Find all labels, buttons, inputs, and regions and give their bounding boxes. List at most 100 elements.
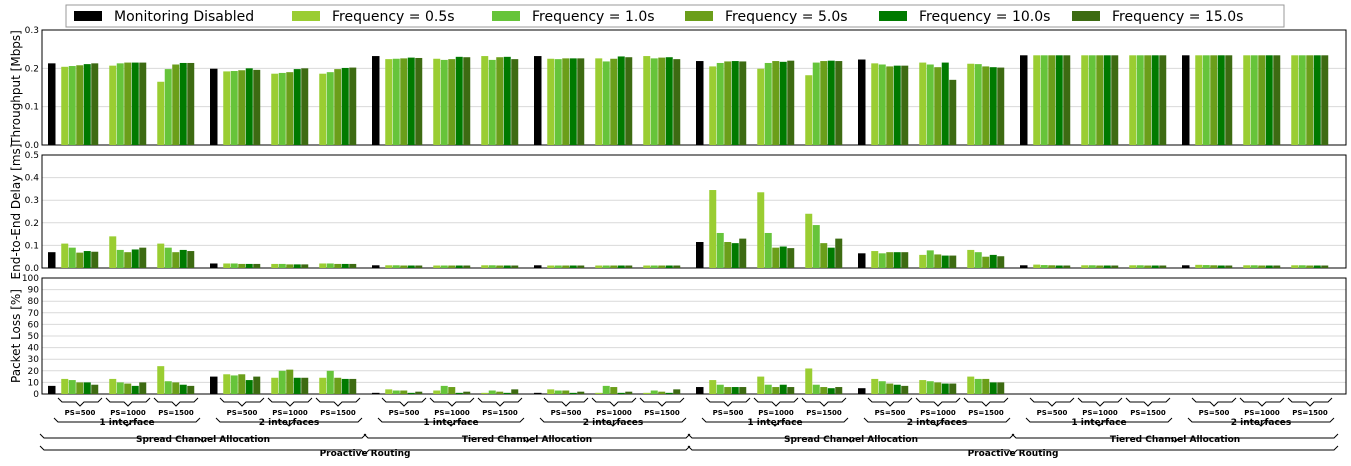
- bar-frequency: [271, 73, 279, 145]
- group-label-ps: PS=1000: [758, 409, 794, 417]
- bar-frequency: [349, 67, 357, 145]
- bar-frequency: [787, 248, 795, 268]
- bar-frequency: [602, 385, 610, 394]
- bar-frequency: [1129, 265, 1137, 268]
- bar-frequency: [172, 64, 180, 145]
- bar-monitoring-disabled: [1182, 55, 1190, 145]
- bar-frequency: [301, 264, 309, 268]
- bar-monitoring-disabled: [858, 388, 866, 394]
- bar-frequency: [1048, 55, 1056, 145]
- bar-frequency: [610, 265, 618, 268]
- bar-frequency: [665, 265, 673, 268]
- bar-frequency: [886, 252, 894, 268]
- bar-frequency: [1313, 265, 1321, 268]
- bar-frequency: [1321, 55, 1329, 145]
- bar-frequency: [286, 369, 294, 394]
- bar-frequency: [901, 65, 909, 145]
- bar-frequency: [1096, 55, 1104, 145]
- brace-interface: [377, 417, 525, 427]
- bar-frequency: [716, 232, 724, 268]
- bar-frequency: [835, 61, 843, 145]
- bar-monitoring-disabled: [210, 68, 218, 145]
- group-label-ps: PS=1000: [1082, 409, 1118, 417]
- bar-frequency: [625, 57, 633, 145]
- bar-frequency: [271, 377, 279, 394]
- bar-frequency: [341, 378, 349, 394]
- bar-frequency: [577, 58, 585, 145]
- bar-frequency: [658, 391, 666, 394]
- bar-frequency: [415, 265, 423, 268]
- bar-frequency: [878, 253, 886, 268]
- bar-frequency: [187, 251, 195, 268]
- bar-frequency: [673, 265, 681, 268]
- bar-frequency: [1111, 265, 1119, 268]
- group-label-ps: PS=1000: [1244, 409, 1280, 417]
- bar-frequency: [179, 249, 187, 268]
- bar-frequency: [68, 247, 76, 268]
- interface-label: 2 interfaces: [259, 418, 320, 428]
- bar-frequency: [772, 247, 780, 268]
- bar-frequency: [989, 254, 997, 268]
- bar-frequency: [341, 67, 349, 145]
- bar-frequency: [481, 56, 489, 145]
- bar-frequency: [577, 391, 585, 394]
- bar-frequency: [179, 62, 187, 145]
- bar-monitoring-disabled: [1182, 265, 1190, 268]
- bar-frequency: [334, 377, 342, 394]
- y-tick-label: 0.3: [25, 26, 39, 36]
- bar-frequency: [1151, 265, 1159, 268]
- bar-frequency: [139, 62, 147, 146]
- group-label-ps: PS=1000: [434, 409, 470, 417]
- bar-frequency: [625, 391, 633, 394]
- bar-frequency: [415, 391, 423, 394]
- bar-frequency: [116, 63, 124, 145]
- group-label-ps: PS=500: [65, 409, 96, 417]
- bar-frequency: [602, 61, 610, 145]
- brace-interface: [1187, 417, 1335, 427]
- group-label-ps: PS=500: [227, 409, 258, 417]
- bar-frequency: [871, 63, 879, 145]
- bar-frequency: [230, 71, 238, 145]
- bar-frequency: [116, 249, 124, 268]
- bar-frequency: [643, 265, 651, 268]
- brace-ps: [915, 397, 961, 407]
- y-tick-label: 0: [33, 390, 39, 400]
- bar-frequency: [503, 56, 511, 146]
- bar-frequency: [625, 265, 633, 268]
- brace-allocation: [363, 433, 691, 443]
- brace-ps: [543, 397, 589, 407]
- bar-frequency: [109, 378, 117, 394]
- legend-label-4: Frequency = 10.0s: [919, 9, 1050, 25]
- bar-frequency: [772, 61, 780, 145]
- y-tick-label: 20: [28, 367, 40, 377]
- bar-frequency: [554, 390, 562, 394]
- legend-label-1: Frequency = 0.5s: [332, 9, 455, 25]
- bar-frequency: [779, 246, 787, 268]
- bar-frequency: [901, 252, 909, 268]
- bar-frequency: [805, 213, 813, 268]
- brace-ps: [105, 397, 151, 407]
- bar-frequency: [392, 265, 400, 268]
- legend-label-2: Frequency = 1.0s: [532, 9, 655, 25]
- bar-frequency: [989, 382, 997, 394]
- bar-frequency: [61, 66, 69, 145]
- interface-label: 2 interfaces: [583, 418, 644, 428]
- brace-ps: [477, 397, 523, 407]
- bar-frequency: [511, 389, 519, 394]
- bar-frequency: [385, 265, 393, 268]
- bar-monitoring-disabled: [210, 263, 218, 268]
- group-label-ps: PS=1500: [1292, 409, 1328, 417]
- bar-frequency: [871, 378, 879, 394]
- bar-frequency: [893, 65, 901, 145]
- bar-frequency: [787, 387, 795, 394]
- bar-frequency: [989, 67, 997, 145]
- bar-monitoring-disabled: [858, 253, 866, 268]
- bar-monitoring-disabled: [858, 59, 866, 146]
- bar-frequency: [569, 392, 577, 394]
- bar-frequency: [827, 388, 835, 394]
- bar-frequency: [569, 265, 577, 268]
- bar-frequency: [595, 265, 603, 268]
- brace-ps: [219, 397, 265, 407]
- bar-frequency: [245, 68, 253, 145]
